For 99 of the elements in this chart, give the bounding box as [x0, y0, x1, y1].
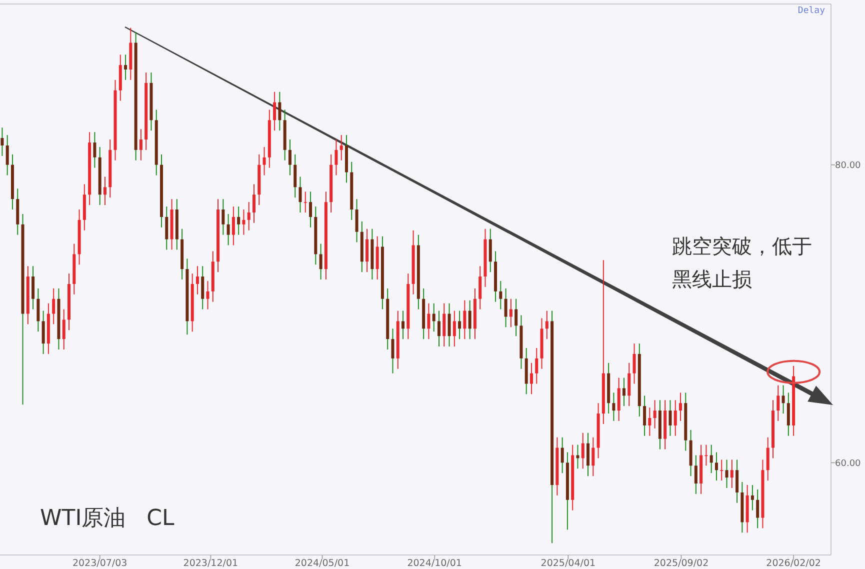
- candlestick: [262, 146, 266, 176]
- candlestick: [437, 310, 440, 348]
- x-tick-label: 2025/04/01: [540, 558, 596, 569]
- candlestick: [427, 302, 430, 340]
- candlestick: [36, 288, 40, 332]
- candlestick: [304, 191, 307, 213]
- candlestick: [391, 328, 394, 374]
- candlestick: [309, 191, 312, 228]
- candlestick: [298, 176, 302, 213]
- candlestick: [448, 302, 451, 348]
- candlestick: [478, 266, 482, 310]
- candlestick: [52, 288, 56, 325]
- candlestick: [632, 343, 636, 384]
- candlestick: [488, 228, 492, 273]
- candlestick: [622, 377, 626, 407]
- candlestick: [617, 377, 620, 422]
- x-tick-label: 2026/02/02: [766, 558, 821, 569]
- candlestick: [201, 266, 204, 310]
- candlestick: [206, 280, 210, 310]
- candlestick: [786, 392, 790, 436]
- candlestick: [468, 300, 472, 340]
- candlestick: [592, 436, 595, 477]
- candlestick: [355, 198, 358, 243]
- y-tick-label: 80.00: [835, 160, 862, 171]
- candlestick: [366, 228, 369, 273]
- candlestick: [452, 310, 456, 348]
- candlestick: [376, 236, 379, 280]
- candlestick: [576, 444, 580, 470]
- candlestick: [294, 154, 297, 198]
- candlestick: [782, 384, 785, 414]
- candlestick: [725, 459, 728, 488]
- candlestick: [730, 459, 734, 488]
- x-tick-label: 2023/12/01: [183, 558, 238, 569]
- candlestick: [736, 459, 739, 504]
- candlestick: [222, 198, 225, 236]
- candlestick: [402, 310, 405, 340]
- candlestick: [535, 348, 538, 384]
- candlestick: [273, 91, 276, 132]
- candlestick: [648, 407, 652, 436]
- candlestick: [124, 54, 128, 80]
- candlestick: [139, 128, 142, 161]
- candlestick: [668, 400, 672, 436]
- candlestick: [247, 202, 250, 231]
- candlestick: [432, 302, 436, 332]
- candlestick: [334, 139, 338, 176]
- candlestick: [442, 302, 446, 348]
- candlestick: [232, 206, 235, 246]
- candlestick: [674, 400, 677, 436]
- candlestick: [545, 310, 548, 340]
- annotation: Delay: [798, 6, 826, 16]
- candlestick: [42, 310, 45, 354]
- candlestick: [103, 176, 106, 206]
- candlestick: [504, 288, 508, 328]
- candlestick: [776, 384, 780, 422]
- candlestick: [458, 310, 462, 340]
- candlestick: [32, 266, 35, 310]
- x-tick-label: 2024/05/01: [294, 558, 350, 569]
- candlestick: [237, 206, 240, 236]
- candlestick: [653, 400, 656, 429]
- candlestick: [643, 395, 646, 436]
- candlestick: [463, 300, 466, 340]
- candlestick: [612, 392, 616, 422]
- candlestick: [288, 139, 292, 176]
- candlestick: [586, 432, 590, 477]
- candlestick: [704, 444, 708, 466]
- candlestick: [679, 392, 682, 422]
- candlestick: [278, 91, 282, 132]
- x-tick-label: 2025/09/02: [654, 558, 709, 569]
- candlestick: [710, 444, 713, 474]
- candlestick: [628, 362, 631, 407]
- candlestick: [6, 134, 9, 176]
- candlestick: [319, 243, 322, 280]
- annotation: 跳空突破，低于: [672, 234, 812, 258]
- candlestick: [756, 488, 760, 529]
- candlestick: [226, 213, 230, 246]
- candlestick: [62, 308, 66, 350]
- candlestick: [750, 484, 754, 511]
- candlestick: [581, 432, 584, 470]
- candlestick: [93, 132, 96, 168]
- candlestick: [694, 454, 698, 494]
- candlestick: [0, 127, 4, 156]
- y-tick-label: 60.00: [835, 458, 862, 469]
- candlestick: [560, 436, 564, 474]
- candlestick: [499, 280, 502, 310]
- candlestick: [165, 206, 168, 250]
- x-tick-label: 2023/07/03: [72, 558, 128, 569]
- candlestick: [514, 298, 518, 337]
- candlestick: [530, 362, 533, 395]
- candlestick: [252, 184, 256, 224]
- candlestick: [196, 266, 199, 295]
- candlestick: [714, 452, 718, 482]
- candlestick: [340, 134, 343, 161]
- candlestick: [766, 436, 770, 482]
- candlestick: [720, 459, 724, 482]
- annotation: 黑线止损: [672, 267, 752, 291]
- text: WTI原油 CL: [40, 506, 176, 531]
- x-tick-label: 2024/10/01: [407, 558, 462, 569]
- candlestick: [509, 298, 512, 328]
- candlestick: [242, 209, 246, 236]
